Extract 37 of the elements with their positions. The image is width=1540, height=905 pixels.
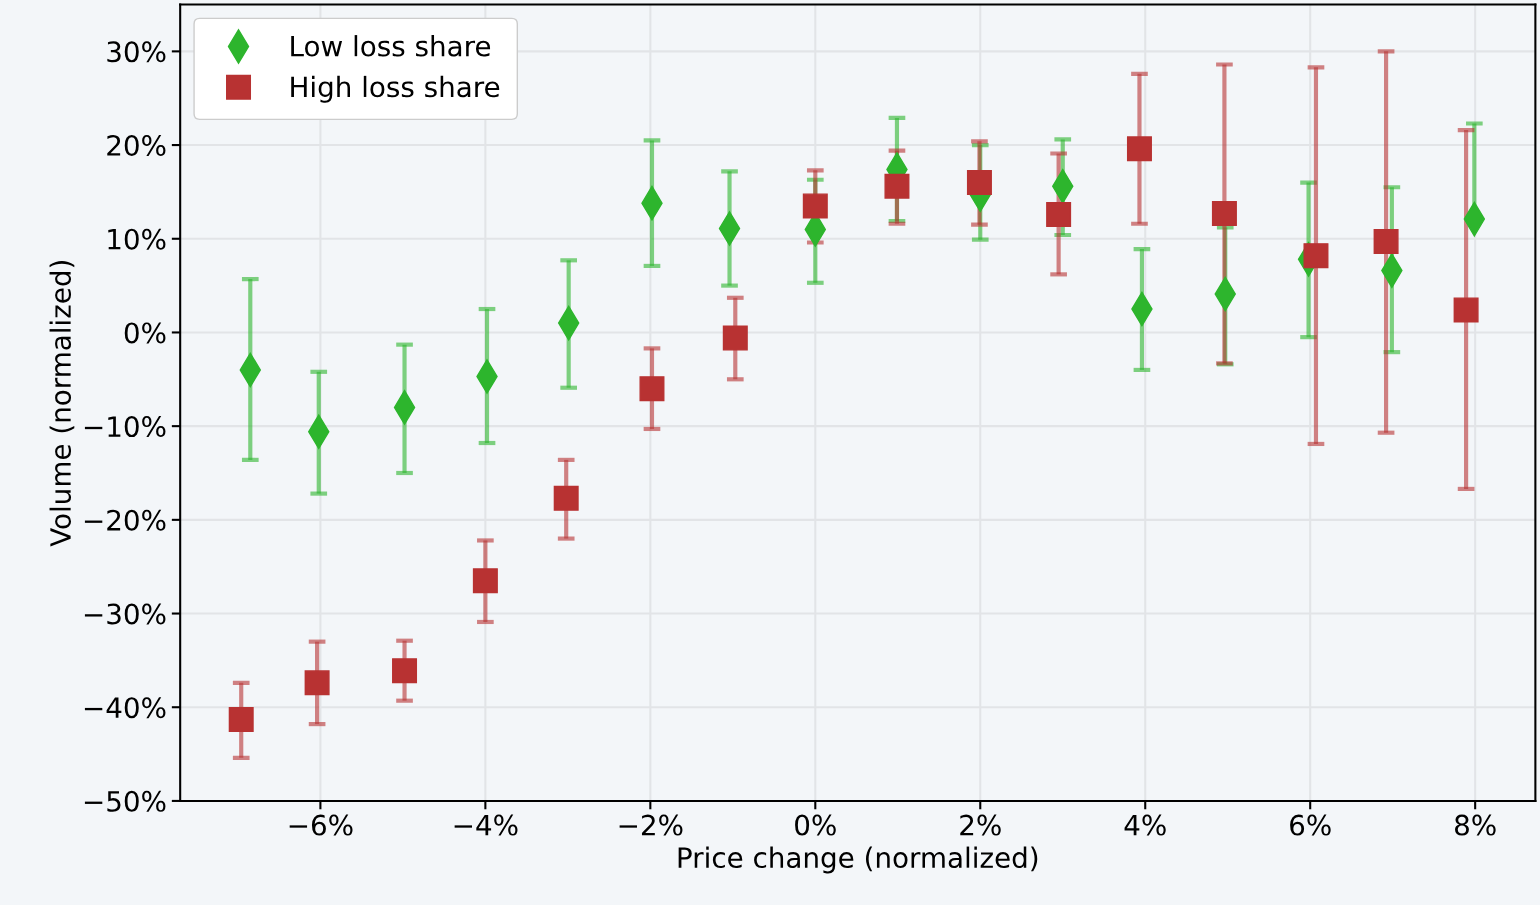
y-tick-label: 30% bbox=[107, 41, 166, 63]
point bbox=[1453, 297, 1479, 323]
x-tick-label: −4% bbox=[454, 814, 518, 836]
point bbox=[1126, 136, 1152, 162]
y-tick-label: 20% bbox=[107, 135, 166, 157]
x-tick-label: 6% bbox=[1290, 814, 1331, 836]
y-tick-label: −40% bbox=[84, 697, 166, 719]
y-tick-label: −10% bbox=[84, 416, 166, 438]
legend-label: Low loss share bbox=[291, 35, 491, 57]
point bbox=[304, 670, 330, 696]
point bbox=[639, 376, 665, 402]
point bbox=[1303, 243, 1329, 269]
x-tick-label: 4% bbox=[1124, 814, 1166, 836]
point bbox=[1046, 201, 1072, 227]
point bbox=[1211, 200, 1237, 226]
point bbox=[392, 658, 418, 684]
x-axis-title: Price change (normalized) bbox=[678, 846, 1038, 874]
point bbox=[1373, 229, 1399, 255]
point bbox=[722, 325, 748, 351]
point bbox=[228, 706, 254, 732]
point bbox=[884, 173, 910, 199]
y-tick-label: 10% bbox=[108, 228, 166, 250]
y-tick-label: −50% bbox=[84, 790, 166, 812]
legend-label: High loss share bbox=[291, 75, 500, 103]
point bbox=[472, 568, 498, 594]
x-tick-label: 8% bbox=[1455, 814, 1496, 836]
point bbox=[802, 193, 828, 219]
point bbox=[966, 170, 992, 196]
x-tick-label: −2% bbox=[619, 814, 683, 836]
y-tick-label: −20% bbox=[84, 509, 166, 531]
x-tick-label: 2% bbox=[960, 814, 1001, 836]
y-axis-title: Volume (normalized) bbox=[49, 261, 75, 547]
x-tick-label: −6% bbox=[289, 814, 353, 836]
y-tick-label: 0% bbox=[124, 322, 166, 344]
y-tick-label: −30% bbox=[84, 603, 166, 625]
x-tick-label: 0% bbox=[795, 814, 836, 836]
point bbox=[553, 485, 579, 511]
